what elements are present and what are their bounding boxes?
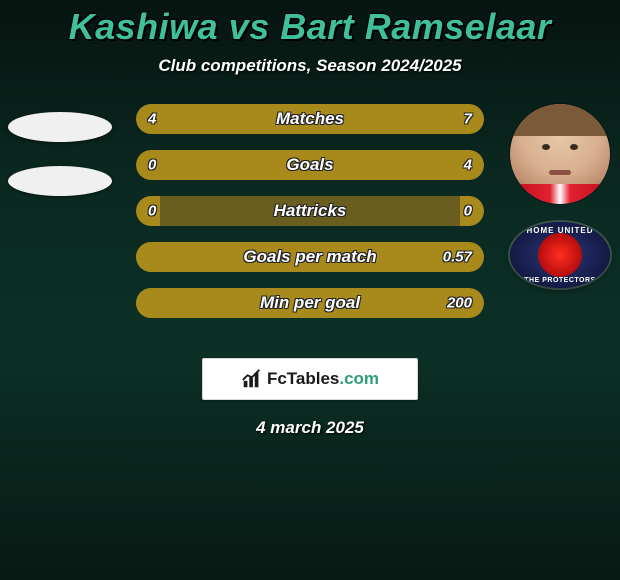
club-badge-top-text: HOME UNITED (510, 226, 610, 235)
stat-row: 0.57 Goals per match (136, 242, 484, 272)
stat-right-value: 7 (464, 111, 472, 128)
stat-right-value: 0 (464, 203, 472, 220)
stat-row: 0 0 Hattricks (136, 196, 484, 226)
stat-right-value: 4 (464, 157, 472, 174)
right-player-club-badge: HOME UNITED THE PROTECTORS (510, 222, 610, 288)
brand-main: FcTables (267, 369, 339, 388)
page-title: Kashiwa vs Bart Ramselaar (0, 0, 620, 48)
date-line: 4 march 2025 (0, 418, 620, 438)
stat-label: Goals (286, 155, 333, 175)
stat-left-value: 0 (148, 203, 156, 220)
stat-label: Min per goal (260, 293, 360, 313)
stat-bars: 4 7 Matches 0 4 Goals 0 0 Hattricks 0.57 Goals per… (136, 104, 484, 334)
stat-label: Matches (276, 109, 344, 129)
brand-box[interactable]: FcTables.com (202, 358, 418, 400)
left-player-col (0, 104, 120, 344)
stat-left-value: 4 (148, 111, 156, 128)
stat-right-value: 0.57 (443, 249, 472, 266)
stat-row: 200 Min per goal (136, 288, 484, 318)
stat-right-value: 200 (447, 295, 472, 312)
stat-label: Goals per match (243, 247, 376, 267)
comparison-arena: HOME UNITED THE PROTECTORS 4 7 Matches 0 4 Go… (0, 104, 620, 344)
right-player-avatar (510, 104, 610, 204)
brand-text: FcTables.com (267, 369, 379, 389)
right-player-col: HOME UNITED THE PROTECTORS (500, 104, 620, 344)
brand-suffix: .com (339, 369, 379, 388)
stat-left-value: 0 (148, 157, 156, 174)
left-player-badge-placeholder (8, 166, 112, 196)
subtitle: Club competitions, Season 2024/2025 (0, 56, 620, 76)
stat-row: 0 4 Goals (136, 150, 484, 180)
stat-label: Hattricks (274, 201, 347, 221)
stat-row: 4 7 Matches (136, 104, 484, 134)
chart-icon (241, 368, 263, 390)
left-player-avatar-placeholder (8, 112, 112, 142)
club-badge-bottom-text: THE PROTECTORS (510, 277, 610, 284)
